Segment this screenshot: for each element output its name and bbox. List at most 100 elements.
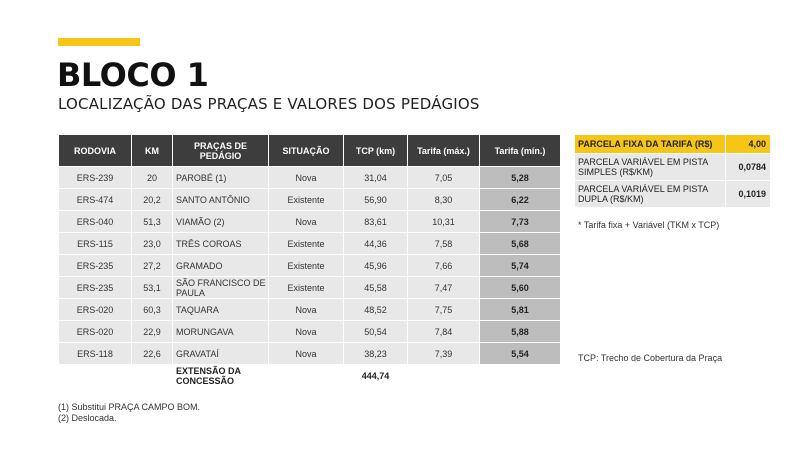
page-title: BLOCO 1 [57, 56, 209, 94]
column-header-tarifa-max: Tarifa (máx.) [408, 135, 479, 166]
cell-praca: GRAVATAÍ [173, 343, 268, 364]
cell-rodovia: ERS-040 [59, 211, 131, 232]
cell-tarifa-min: 6,22 [480, 189, 560, 210]
concession-extension-total: 444,74 [344, 365, 407, 386]
cell-tcp: 83,61 [344, 211, 407, 232]
tariff-parameters-table: PARCELA FIXA DA TARIFA (R$) 4,00 PARCELA… [574, 134, 771, 208]
cell-km: 22,9 [132, 321, 172, 342]
cell-tarifa-min: 5,68 [480, 233, 560, 254]
double-lane-label: PARCELA VARIÁVEL EM PISTA DUPLA (R$/KM) [575, 181, 725, 207]
cell-rodovia: ERS-020 [59, 299, 131, 320]
cell-tarifa-min: 5,81 [480, 299, 560, 320]
cell-tarifa-min: 5,74 [480, 255, 560, 276]
cell-tarifa-max: 7,58 [408, 233, 479, 254]
table-row: ERS-235 53,1 SÃO FRANCISCO DE PAULA Exis… [59, 277, 560, 298]
cell-km: 20 [132, 167, 172, 188]
cell-rodovia: ERS-115 [59, 233, 131, 254]
simple-lane-row: PARCELA VARIÁVEL EM PISTA SIMPLES (R$/KM… [575, 154, 770, 180]
column-header-rodovia: RODOVIA [59, 135, 131, 166]
footnote-1: (1) Substitui PRAÇA CAMPO BOM. [58, 402, 201, 412]
cell-tcp: 50,54 [344, 321, 407, 342]
table-row: ERS-239 20 PAROBÉ (1) Nova 31,04 7,05 5,… [59, 167, 560, 188]
cell-tarifa-max: 7,66 [408, 255, 479, 276]
cell-tarifa-max: 7,39 [408, 343, 479, 364]
cell-rodovia: ERS-118 [59, 343, 131, 364]
cell-rodovia: ERS-474 [59, 189, 131, 210]
cell-tcp: 38,23 [344, 343, 407, 364]
cell-tcp: 56,90 [344, 189, 407, 210]
table-row: ERS-020 60,3 TAQUARA Nova 48,52 7,75 5,8… [59, 299, 560, 320]
table-row: ERS-040 51,3 VIAMÃO (2) Nova 83,61 10,31… [59, 211, 560, 232]
double-lane-value: 0,1019 [726, 181, 770, 207]
cell-tarifa-max: 7,84 [408, 321, 479, 342]
page-subtitle: LOCALIZAÇÃO DAS PRAÇAS E VALORES DOS PED… [58, 95, 480, 113]
simple-lane-value: 0,0784 [726, 154, 770, 180]
tcp-definition-note: TCP: Trecho de Cobertura da Praça [578, 353, 723, 363]
cell-situacao: Existente [269, 233, 343, 254]
cell-praca: VIAMÃO (2) [173, 211, 268, 232]
footnotes: (1) Substitui PRAÇA CAMPO BOM. (2) Deslo… [58, 402, 200, 424]
cell-tarifa-max: 7,05 [408, 167, 479, 188]
cell-situacao: Nova [269, 299, 343, 320]
column-header-situacao: SITUAÇÃO [269, 135, 343, 166]
cell-tcp: 44,36 [344, 233, 407, 254]
cell-situacao: Nova [269, 343, 343, 364]
fixed-tariff-value: 4,00 [726, 135, 770, 153]
cell-situacao: Nova [269, 211, 343, 232]
cell-rodovia: ERS-235 [59, 255, 131, 276]
cell-tarifa-min: 5,28 [480, 167, 560, 188]
cell-tarifa-max: 10,31 [408, 211, 479, 232]
cell-tcp: 45,58 [344, 277, 407, 298]
table-row: ERS-235 27,2 GRAMADO Existente 45,96 7,6… [59, 255, 560, 276]
cell-praca: MORUNGAVA [173, 321, 268, 342]
cell-tcp: 48,52 [344, 299, 407, 320]
cell-km: 60,3 [132, 299, 172, 320]
cell-rodovia: ERS-239 [59, 167, 131, 188]
cell-tarifa-min: 5,54 [480, 343, 560, 364]
column-header-praca: PRAÇAS DE PEDÁGIO [173, 135, 268, 166]
cell-situacao: Nova [269, 167, 343, 188]
cell-km: 23,0 [132, 233, 172, 254]
table-footer-row: EXTENSÃO DA CONCESSÃO 444,74 [59, 365, 560, 386]
cell-situacao: Nova [269, 321, 343, 342]
cell-rodovia: ERS-020 [59, 321, 131, 342]
cell-tcp: 45,96 [344, 255, 407, 276]
column-header-tarifa-min: Tarifa (mín.) [480, 135, 560, 166]
accent-bar [58, 38, 140, 46]
cell-situacao: Existente [269, 277, 343, 298]
cell-praca: GRAMADO [173, 255, 268, 276]
cell-km: 53,1 [132, 277, 172, 298]
cell-tarifa-max: 7,75 [408, 299, 479, 320]
cell-situacao: Existente [269, 255, 343, 276]
cell-km: 20,2 [132, 189, 172, 210]
fixed-tariff-row: PARCELA FIXA DA TARIFA (R$) 4,00 [575, 135, 770, 153]
cell-km: 51,3 [132, 211, 172, 232]
cell-praca: TAQUARA [173, 299, 268, 320]
cell-tcp: 31,04 [344, 167, 407, 188]
table-row: ERS-118 22,6 GRAVATAÍ Nova 38,23 7,39 5,… [59, 343, 560, 364]
column-header-tcp: TCP (km) [344, 135, 407, 166]
cell-tarifa-min: 5,88 [480, 321, 560, 342]
cell-praca: SANTO ANTÔNIO [173, 189, 268, 210]
table-row: ERS-020 22,9 MORUNGAVA Nova 50,54 7,84 5… [59, 321, 560, 342]
cell-praca: PAROBÉ (1) [173, 167, 268, 188]
fixed-tariff-label: PARCELA FIXA DA TARIFA (R$) [575, 135, 725, 153]
cell-km: 27,2 [132, 255, 172, 276]
table-row: ERS-474 20,2 SANTO ANTÔNIO Existente 56,… [59, 189, 560, 210]
footnote-2: (2) Deslocada. [58, 413, 117, 423]
cell-praca: TRÊS COROAS [173, 233, 268, 254]
cell-rodovia: ERS-235 [59, 277, 131, 298]
tariff-formula-note: * Tarifa fixa + Variável (TKM x TCP) [578, 220, 720, 230]
cell-tarifa-max: 7,47 [408, 277, 479, 298]
table-header-row: RODOVIA KM PRAÇAS DE PEDÁGIO SITUAÇÃO TC… [59, 135, 560, 166]
double-lane-row: PARCELA VARIÁVEL EM PISTA DUPLA (R$/KM) … [575, 181, 770, 207]
cell-tarifa-min: 7,73 [480, 211, 560, 232]
simple-lane-label: PARCELA VARIÁVEL EM PISTA SIMPLES (R$/KM… [575, 154, 725, 180]
toll-plazas-table: RODOVIA KM PRAÇAS DE PEDÁGIO SITUAÇÃO TC… [58, 134, 561, 387]
column-header-km: KM [132, 135, 172, 166]
cell-situacao: Existente [269, 189, 343, 210]
cell-km: 22,6 [132, 343, 172, 364]
cell-tarifa-min: 5,60 [480, 277, 560, 298]
concession-extension-label: EXTENSÃO DA CONCESSÃO [173, 365, 268, 386]
cell-tarifa-max: 8,30 [408, 189, 479, 210]
